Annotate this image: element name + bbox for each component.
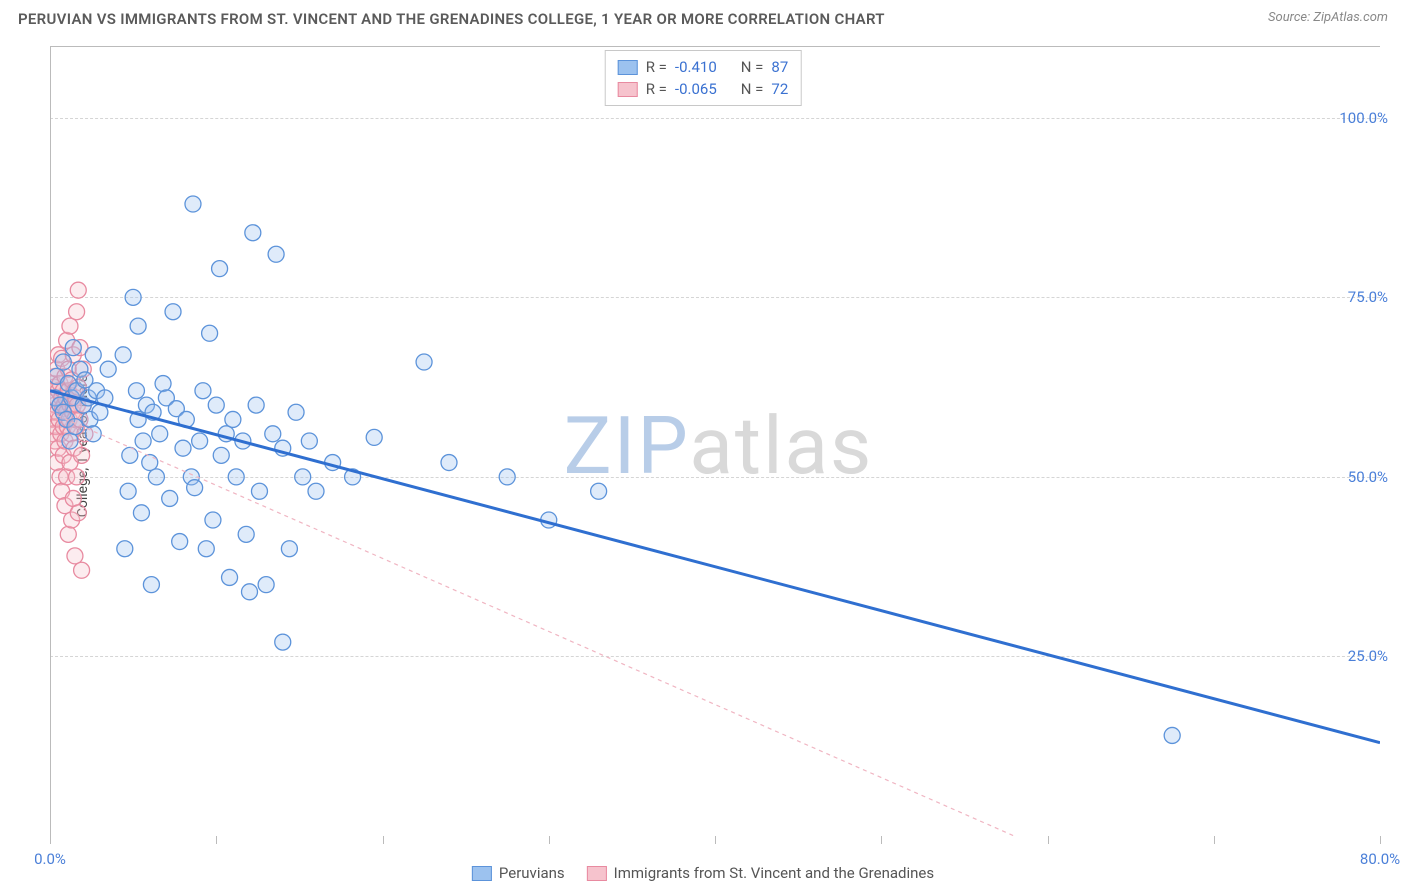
scatter-point <box>143 577 159 593</box>
scatter-point <box>122 447 138 463</box>
scatter-point <box>85 347 101 363</box>
scatter-point <box>125 289 141 305</box>
stats-row-0: R = -0.410 N = 87 <box>618 56 789 78</box>
scatter-point <box>69 304 85 320</box>
r-value-1: -0.065 <box>675 78 717 100</box>
scatter-point <box>148 469 164 485</box>
scatter-point <box>192 433 208 449</box>
scatter-point <box>69 469 85 485</box>
r-label-1: R = <box>646 78 667 100</box>
scatter-point <box>65 340 81 356</box>
scatter-point <box>185 196 201 212</box>
legend-label-1: Immigrants from St. Vincent and the Gren… <box>614 864 934 882</box>
legend-swatch-1 <box>587 866 607 881</box>
scatter-point <box>366 429 382 445</box>
scatter-point <box>65 490 81 506</box>
scatter-point <box>152 426 168 442</box>
scatter-point <box>238 526 254 542</box>
n-value-1: 72 <box>771 78 788 100</box>
legend-item-1: Immigrants from St. Vincent and the Gren… <box>587 864 934 882</box>
x-tick-label: 80.0% <box>1360 850 1400 868</box>
x-tick-label: 0.0% <box>34 850 66 868</box>
scatter-point <box>225 411 241 427</box>
scatter-point <box>416 354 432 370</box>
scatter-point <box>198 541 214 557</box>
scatter-point <box>242 584 258 600</box>
stats-swatch-1 <box>618 82 638 97</box>
scatter-point <box>268 246 284 262</box>
n-label-0: N = <box>741 56 764 78</box>
scatter-point <box>281 541 297 557</box>
scatter-point <box>187 480 203 496</box>
scatter-point <box>295 469 311 485</box>
chart-source: Source: ZipAtlas.com <box>1268 10 1388 25</box>
regression-line <box>50 412 1014 836</box>
scatter-point <box>117 541 133 557</box>
scatter-point <box>212 261 228 277</box>
scatter-point <box>74 447 90 463</box>
scatter-point <box>100 361 116 377</box>
scatter-point <box>130 318 146 334</box>
scatter-point <box>60 526 76 542</box>
r-value-0: -0.410 <box>675 56 717 78</box>
scatter-point <box>162 490 178 506</box>
scatter-point <box>288 404 304 420</box>
scatter-point <box>202 325 218 341</box>
scatter-point <box>275 634 291 650</box>
scatter-point <box>67 548 83 564</box>
scatter-point <box>115 347 131 363</box>
scatter-point <box>205 512 221 528</box>
scatter-point <box>55 354 71 370</box>
scatter-plot <box>50 46 1380 836</box>
scatter-point <box>155 376 171 392</box>
stats-legend: R = -0.410 N = 87 R = -0.065 N = 72 <box>605 50 802 106</box>
n-label-1: N = <box>741 78 764 100</box>
series-legend: Peruvians Immigrants from St. Vincent an… <box>472 864 934 882</box>
scatter-point <box>441 455 457 471</box>
scatter-point <box>67 419 83 435</box>
scatter-point <box>142 455 158 471</box>
scatter-point <box>499 469 515 485</box>
scatter-point <box>70 282 86 298</box>
chart-header: PERUVIAN VS IMMIGRANTS FROM ST. VINCENT … <box>0 0 1406 34</box>
scatter-point <box>213 447 229 463</box>
legend-swatch-0 <box>472 866 492 881</box>
chart-title: PERUVIAN VS IMMIGRANTS FROM ST. VINCENT … <box>18 10 885 28</box>
scatter-point <box>308 483 324 499</box>
scatter-point <box>591 483 607 499</box>
scatter-point <box>175 440 191 456</box>
scatter-point <box>165 304 181 320</box>
scatter-point <box>74 562 90 578</box>
legend-label-0: Peruvians <box>499 864 565 882</box>
scatter-point <box>258 577 274 593</box>
scatter-point <box>265 426 281 442</box>
scatter-point <box>128 383 144 399</box>
stats-row-1: R = -0.065 N = 72 <box>618 78 789 100</box>
scatter-point <box>228 469 244 485</box>
scatter-point <box>208 397 224 413</box>
scatter-point <box>1164 727 1180 743</box>
scatter-point <box>172 534 188 550</box>
n-value-0: 87 <box>771 56 788 78</box>
stats-swatch-0 <box>618 60 638 75</box>
scatter-point <box>70 505 86 521</box>
legend-item-0: Peruvians <box>472 864 565 882</box>
r-label-0: R = <box>646 56 667 78</box>
scatter-point <box>245 225 261 241</box>
scatter-point <box>222 569 238 585</box>
scatter-point <box>133 505 149 521</box>
scatter-point <box>62 433 78 449</box>
scatter-point <box>195 383 211 399</box>
scatter-point <box>301 433 317 449</box>
scatter-point <box>135 433 151 449</box>
scatter-point <box>248 397 264 413</box>
regression-line <box>50 391 1380 743</box>
scatter-point <box>251 483 267 499</box>
scatter-point <box>62 318 78 334</box>
scatter-point <box>120 483 136 499</box>
